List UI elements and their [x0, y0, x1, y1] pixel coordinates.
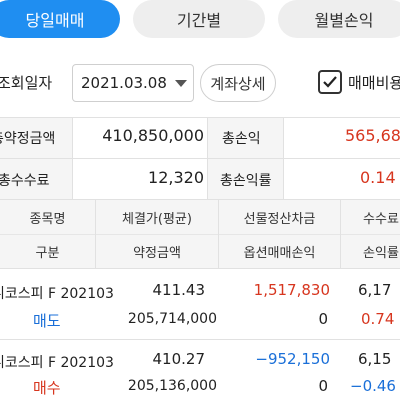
tab-period[interactable]: 기간별 [133, 0, 265, 38]
row-fee: 6,17 [358, 281, 392, 299]
row-avg-price: 410.27 [152, 350, 206, 368]
date-value: 2021.03.08 [81, 74, 167, 92]
query-date-label: 조회일자 [0, 74, 53, 92]
row-symbol-name: 니코스피 F 202103 [0, 286, 114, 302]
total-contract-amount-value: 410,850,000 [102, 126, 204, 145]
row-contract-amount: 205,136,000 [127, 378, 217, 394]
total-fee-value: 12,320 [148, 168, 204, 187]
date-select[interactable]: 2021.03.08 [72, 64, 194, 102]
total-profit-rate-label: 총손익률 [220, 173, 272, 189]
account-detail-button[interactable]: 계좌상세 [200, 64, 276, 102]
row-side: 매수 [33, 379, 61, 397]
trade-cost-label: 매매비용 [348, 74, 400, 92]
trade-cost-checkbox[interactable] [318, 70, 342, 94]
row-side: 매도 [33, 312, 61, 330]
check-icon [323, 76, 337, 88]
row-settlement: 1,517,830 [253, 281, 330, 299]
header-symbol-name: 종목명 [29, 212, 66, 227]
row-symbol-name: 니코스피 F 202103 [0, 355, 114, 371]
row-profit-rate: 0.74 [361, 310, 395, 328]
row-profit-rate: −0.46 [350, 377, 396, 395]
chevron-down-icon [175, 80, 187, 87]
header-contract-amount: 약정금액 [133, 246, 181, 261]
row-avg-price: 411.43 [152, 281, 206, 299]
total-profit-rate-value: 0.14 [360, 168, 396, 187]
total-profit-label: 총손익 [222, 131, 261, 147]
header-fee: 수수료 [363, 212, 399, 227]
tab-monthly-profit[interactable]: 월별손익 [278, 0, 400, 38]
row-fee: 6,15 [358, 350, 392, 368]
row-option-pl: 0 [318, 377, 328, 395]
header-avg-price: 체결가(평균) [122, 212, 192, 227]
row-settlement: −952,150 [255, 350, 330, 368]
row-option-pl: 0 [318, 310, 328, 328]
total-fee-label: 총수수료 [0, 173, 50, 189]
total-contract-amount-label: 총약정금액 [0, 131, 56, 147]
total-profit-value: 565,68 [345, 126, 400, 145]
header-profit-rate: 손익률 [363, 246, 399, 261]
header-side: 구분 [35, 246, 60, 261]
header-option-pl: 옵션매매손익 [243, 246, 316, 261]
row-contract-amount: 205,714,000 [127, 311, 217, 327]
header-futures-settlement: 선물정산차금 [243, 212, 316, 227]
tab-daily-trade[interactable]: 당일매매 [0, 0, 120, 38]
